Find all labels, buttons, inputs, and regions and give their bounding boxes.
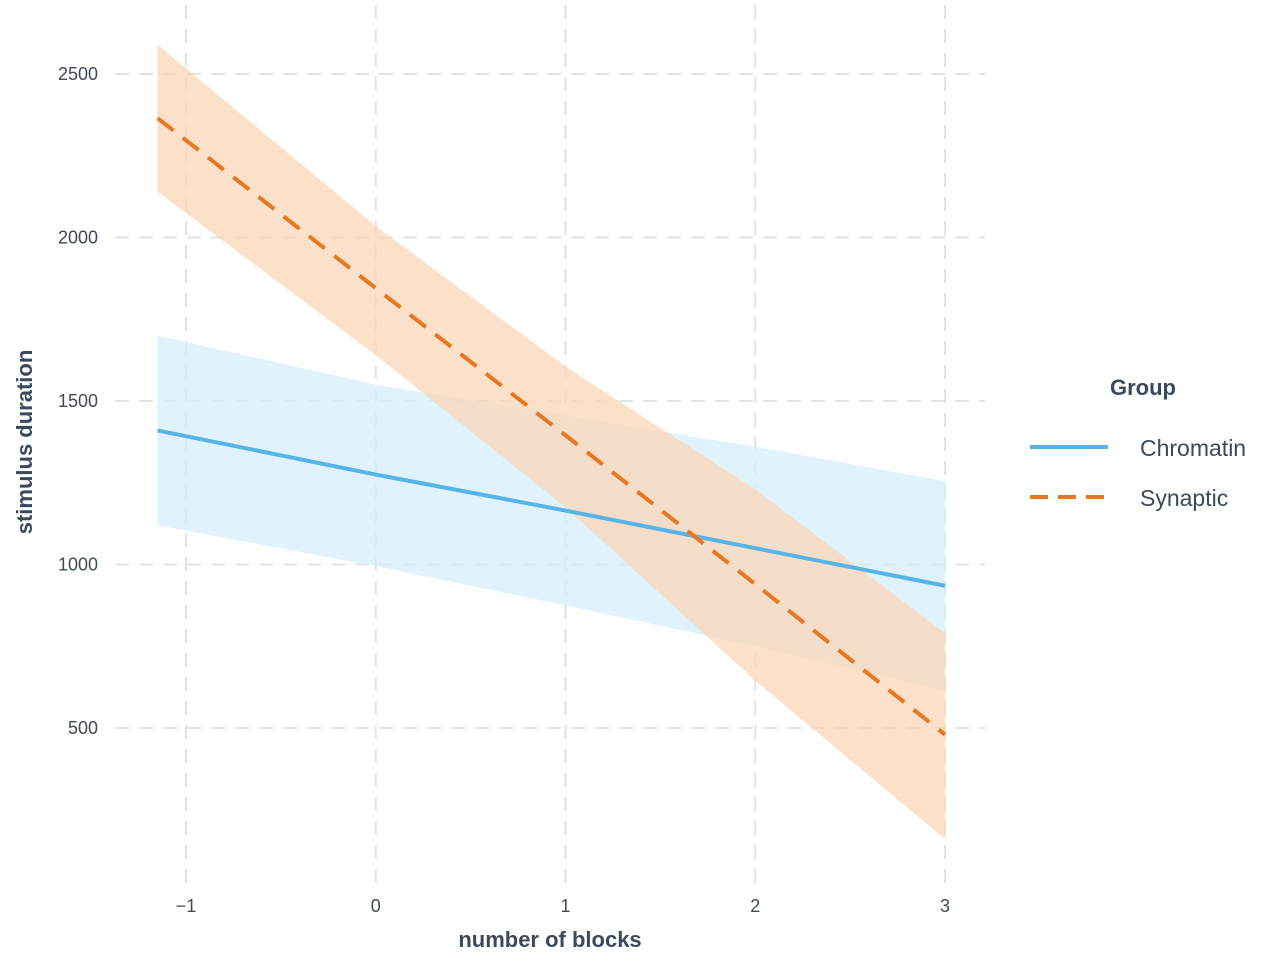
y-tick-label: 1500 <box>58 391 98 411</box>
confidence-bands <box>157 44 946 840</box>
legend: Group Chromatin Synaptic <box>1030 375 1246 511</box>
grid-lines <box>115 5 985 885</box>
legend-label-chromatin: Chromatin <box>1140 435 1246 461</box>
series-lines <box>156 116 947 737</box>
legend-label-synaptic: Synaptic <box>1140 485 1228 511</box>
band-synaptic <box>157 44 946 840</box>
x-tick-label: −1 <box>176 896 197 916</box>
y-tick-label: 2000 <box>58 228 98 248</box>
line-chromatin <box>157 428 946 588</box>
x-tick-label: 3 <box>940 896 950 916</box>
y-axis-title: stimulus duration <box>12 350 37 535</box>
x-axis-title: number of blocks <box>458 927 641 952</box>
x-tick-labels: −1 0 1 2 3 <box>176 896 950 916</box>
y-tick-label: 500 <box>68 718 98 738</box>
x-tick-label: 1 <box>560 896 570 916</box>
x-tick-label: 0 <box>371 896 381 916</box>
x-tick-label: 2 <box>750 896 760 916</box>
line-synaptic <box>156 116 947 737</box>
y-tick-label: 2500 <box>58 64 98 84</box>
legend-title: Group <box>1110 375 1176 400</box>
y-tick-label: 1000 <box>58 555 98 575</box>
y-tick-labels: 500 1000 1500 2000 2500 <box>58 64 98 738</box>
